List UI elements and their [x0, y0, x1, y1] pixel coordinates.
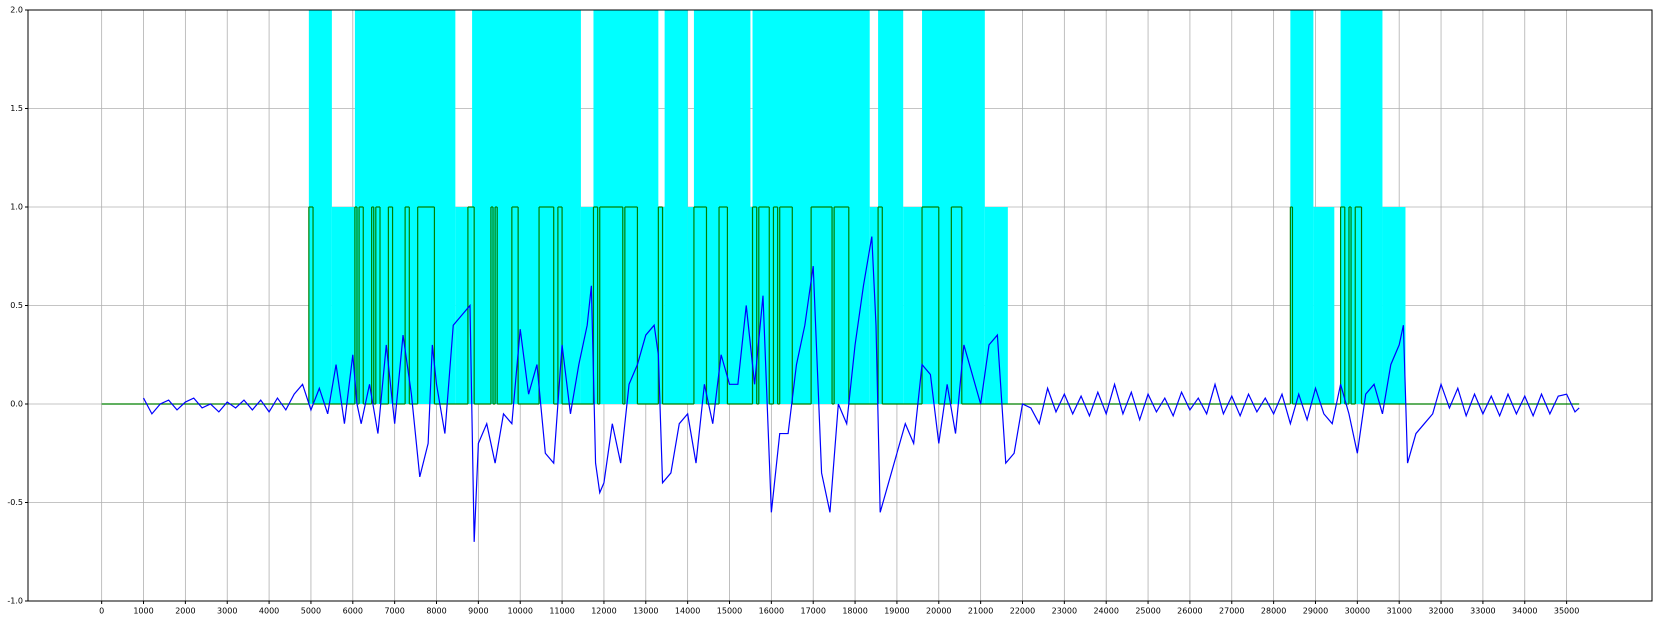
- x-tick-label: 17000: [800, 607, 825, 616]
- y-tick-label: -1.0: [7, 597, 23, 606]
- x-tick-label: 9000: [468, 607, 488, 616]
- area-segment: [984, 207, 1008, 404]
- x-tick-label: 12000: [591, 607, 616, 616]
- area-segment: [750, 207, 753, 404]
- x-tick-label: 28000: [1261, 607, 1286, 616]
- area-segment: [1313, 207, 1335, 404]
- x-tick-label: 18000: [842, 607, 867, 616]
- y-tick-label: 1.0: [10, 203, 23, 212]
- x-tick-label: 33000: [1470, 607, 1495, 616]
- y-tick-label: -0.5: [7, 498, 23, 507]
- x-tick-label: 16000: [759, 607, 784, 616]
- x-tick-label: 0: [99, 607, 104, 616]
- x-tick-label: 22000: [1010, 607, 1035, 616]
- x-tick-label: 26000: [1177, 607, 1202, 616]
- area-segment: [664, 10, 688, 404]
- x-tick-label: 25000: [1135, 607, 1160, 616]
- x-tick-label: 29000: [1303, 607, 1328, 616]
- area-segment: [869, 207, 879, 404]
- x-tick-label: 19000: [884, 607, 909, 616]
- x-tick-label: 7000: [384, 607, 404, 616]
- area-segment: [903, 207, 923, 404]
- area-segment: [580, 207, 594, 404]
- signal-line: [142, 236, 1580, 542]
- x-tick-label: 10000: [507, 607, 532, 616]
- x-tick-label: 30000: [1345, 607, 1370, 616]
- x-tick-label: 3000: [217, 607, 237, 616]
- area-segment: [687, 207, 694, 404]
- x-tick-label: 20000: [926, 607, 951, 616]
- x-tick-label: 35000: [1554, 607, 1579, 616]
- x-tick-label: 15000: [717, 607, 742, 616]
- x-tick-label: 13000: [633, 607, 658, 616]
- x-tick-label: 21000: [968, 607, 993, 616]
- x-tick-label: 32000: [1428, 607, 1453, 616]
- area-segment: [472, 10, 581, 404]
- x-tick-label: 14000: [675, 607, 700, 616]
- x-tick-label: 8000: [426, 607, 446, 616]
- x-tick-label: 27000: [1219, 607, 1244, 616]
- y-tick-label: 1.5: [10, 104, 23, 113]
- x-tick-label: 24000: [1093, 607, 1118, 616]
- area-segment: [308, 10, 332, 404]
- x-tick-label: 34000: [1512, 607, 1537, 616]
- y-tick-label: 2.0: [10, 6, 23, 15]
- x-tick-label: 11000: [549, 607, 574, 616]
- x-tick-label: 1000: [133, 607, 153, 616]
- x-tick-label: 6000: [343, 607, 363, 616]
- area-segment: [331, 207, 355, 404]
- area-segment: [1382, 207, 1406, 404]
- area-segment: [1290, 10, 1314, 404]
- x-tick-label: 23000: [1052, 607, 1077, 616]
- area-segment: [658, 207, 665, 404]
- x-tick-label: 5000: [301, 607, 321, 616]
- x-tick-label: 4000: [259, 607, 279, 616]
- y-tick-label: 0.5: [10, 301, 23, 310]
- x-tick-label: 31000: [1386, 607, 1411, 616]
- y-tick-label: 0.0: [10, 400, 23, 409]
- x-tick-label: 2000: [175, 607, 195, 616]
- plot-frame: [27, 9, 1653, 602]
